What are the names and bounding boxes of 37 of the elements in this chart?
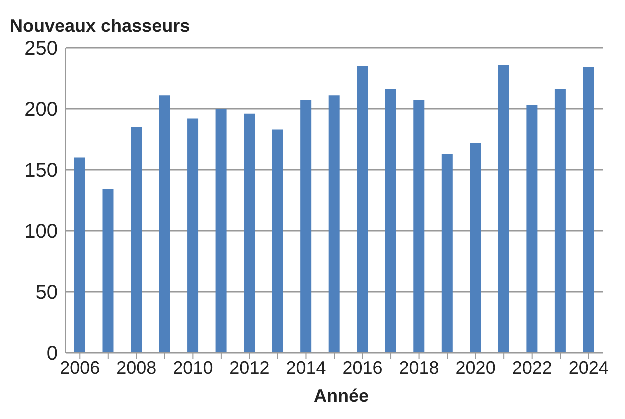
bar [442, 154, 453, 353]
x-tick-label: 2016 [342, 358, 383, 378]
x-tick-label: 2014 [286, 358, 326, 378]
x-tick-label: 2020 [456, 358, 496, 378]
bar [357, 66, 368, 353]
bar [414, 100, 425, 353]
x-tick-label: 2010 [173, 358, 214, 378]
bar [131, 127, 142, 353]
bar [554, 89, 566, 353]
x-tick-label: 2024 [568, 358, 609, 378]
y-tick-label: 150 [24, 160, 58, 182]
x-tick-label: 2006 [60, 358, 100, 378]
x-tick-label: 2012 [230, 358, 270, 378]
y-tick-label: 250 [24, 38, 58, 60]
y-tick-label: 100 [24, 221, 58, 244]
bar [300, 100, 312, 353]
bar [328, 96, 340, 353]
bar [526, 105, 538, 353]
bar [470, 143, 482, 353]
bar [385, 89, 396, 353]
bar [272, 130, 284, 353]
x-tick-label: 2022 [512, 358, 552, 378]
y-tick-label: 0 [46, 343, 58, 366]
bar [216, 109, 227, 353]
bar [188, 118, 199, 353]
x-tick-label: 2008 [116, 358, 157, 378]
y-tick-label: 50 [36, 282, 58, 304]
x-axis-title: Année [312, 386, 370, 407]
bar [74, 158, 86, 353]
x-tick-label: 2018 [399, 358, 440, 378]
bar [244, 114, 256, 353]
bar [498, 65, 510, 353]
y-tick-label: 200 [24, 99, 58, 122]
bar [159, 96, 170, 353]
bar [583, 68, 594, 353]
bar [102, 190, 114, 353]
chart-title: Nouveaux chasseurs [10, 16, 190, 37]
